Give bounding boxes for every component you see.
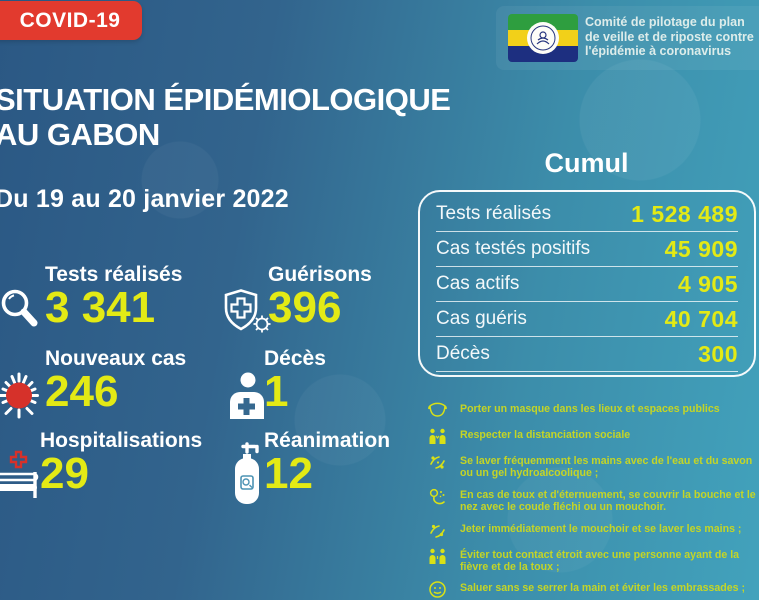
guideline-text: Jeter immédiatement le mouchoir et se la…: [460, 522, 742, 535]
page-title-line1: SITUATION ÉPIDÉMIOLOGIQUE: [0, 82, 451, 117]
guideline-item: Se laver fréquemment les mains avec de l…: [428, 453, 756, 480]
magnifier-icon: [0, 286, 43, 332]
cumul-row-value: 4 905: [677, 270, 738, 297]
org-name: Comité de pilotage du plan de veille et …: [585, 15, 759, 59]
guideline-text: Saluer sans se serrer la main et éviter …: [460, 582, 746, 595]
page-title: SITUATION ÉPIDÉMIOLOGIQUE AU GABON: [0, 82, 451, 152]
guidelines-list: Porter un masque dans les lieux et espac…: [428, 401, 756, 600]
guideline-item: Porter un masque dans les lieux et espac…: [428, 401, 756, 420]
guideline-item: Respecter la distanciation sociale: [428, 427, 756, 446]
org-name-line1: Comité de pilotage du plan: [585, 15, 745, 29]
stat-label: Hospitalisations: [40, 429, 203, 452]
org-name-line3: l'épidémie à coronavirus: [585, 44, 732, 59]
stat-value: 396: [268, 283, 342, 332]
stat-value: 29: [40, 449, 89, 498]
cumul-row-label: Tests réalisés: [436, 203, 552, 224]
mask-icon: [428, 401, 447, 420]
cough-elbow-icon: [428, 487, 447, 506]
cumul-title: Cumul: [544, 148, 629, 178]
stat-hospitalisations: Hospitalisations 29: [40, 430, 202, 496]
stat-deces: Décès 1: [264, 348, 326, 414]
page-title-line2: AU GABON: [0, 117, 160, 152]
avoid-contact-icon: [428, 547, 447, 566]
stat-guerisons: Guérisons 396: [268, 264, 372, 330]
guideline-text: Porter un masque dans les lieux et espac…: [460, 403, 720, 415]
cumul-row-label: Cas actifs: [436, 273, 520, 294]
cumul-row-positifs: Cas testés positifs 45 909: [436, 232, 738, 267]
gabon-seal-icon: [527, 22, 559, 54]
covid19-badge: COVID-19: [0, 1, 142, 40]
guideline-text: Se laver fréquemment les mains avec de l…: [460, 455, 753, 480]
cumul-row-tests: Tests réalisés 1 528 489: [436, 197, 738, 232]
hospital-bed-icon: [0, 446, 41, 502]
stat-value: 246: [45, 367, 119, 416]
stat-nouveaux-cas: Nouveaux cas 246: [45, 348, 186, 414]
no-handshake-icon: [428, 580, 447, 599]
org-name-line2: de veille et de riposte contre: [585, 29, 754, 44]
stat-label: Réanimation: [264, 429, 391, 452]
cumul-row-gueris: Cas guéris 40 704: [436, 302, 738, 337]
stat-value: 1: [264, 367, 289, 416]
cumul-row-label: Décès: [436, 343, 490, 364]
stat-label: Guérisons: [268, 263, 372, 286]
guideline-item: En cas de toux et d'éternuement, se couv…: [428, 487, 756, 514]
person-cross-icon: [227, 372, 267, 420]
stat-label: Tests réalisés: [45, 263, 183, 286]
cumul-row-value: 1 528 489: [631, 200, 738, 227]
cumul-row-label: Cas guéris: [436, 308, 527, 329]
stat-reanimation: Réanimation 12: [264, 430, 390, 496]
cumul-row-value: 40 704: [664, 305, 738, 332]
social-distancing-icon: [428, 427, 447, 446]
shield-cross-icon: [222, 288, 272, 334]
reporting-period: Du 19 au 20 janvier 2022: [0, 185, 289, 213]
guideline-text: Respecter la distanciation sociale: [460, 429, 631, 441]
guideline-item: Éviter tout contact étroit avec une pers…: [428, 547, 756, 574]
guideline-item: Jeter immédiatement le mouchoir et se la…: [428, 521, 756, 540]
stat-value: 3 341: [45, 283, 156, 332]
stat-value: 12: [264, 449, 313, 498]
guideline-item: Saluer sans se serrer la main et éviter …: [428, 580, 756, 599]
hand-washing-icon: [428, 453, 447, 472]
stat-tests-realises: Tests réalisés 3 341: [45, 264, 182, 330]
virus-icon: [0, 365, 47, 427]
guideline-text: Éviter tout contact étroit avec une pers…: [460, 548, 740, 574]
cumul-row-actifs: Cas actifs 4 905: [436, 267, 738, 302]
stat-label: Nouveaux cas: [45, 347, 187, 370]
guideline-text: En cas de toux et d'éternuement, se couv…: [460, 488, 756, 514]
oxygen-tank-icon: [230, 440, 266, 506]
covid19-badge-label: COVID-19: [19, 8, 121, 32]
cumul-row-value: 45 909: [664, 235, 738, 262]
stat-label: Décès: [264, 347, 326, 370]
tissue-disposal-icon: [428, 521, 447, 540]
cumul-panel: Tests réalisés 1 528 489 Cas testés posi…: [418, 190, 756, 377]
cumul-row-value: 300: [698, 340, 738, 367]
cumul-row-deces: Décès 300: [436, 337, 738, 372]
cumul-row-label: Cas testés positifs: [436, 238, 591, 259]
